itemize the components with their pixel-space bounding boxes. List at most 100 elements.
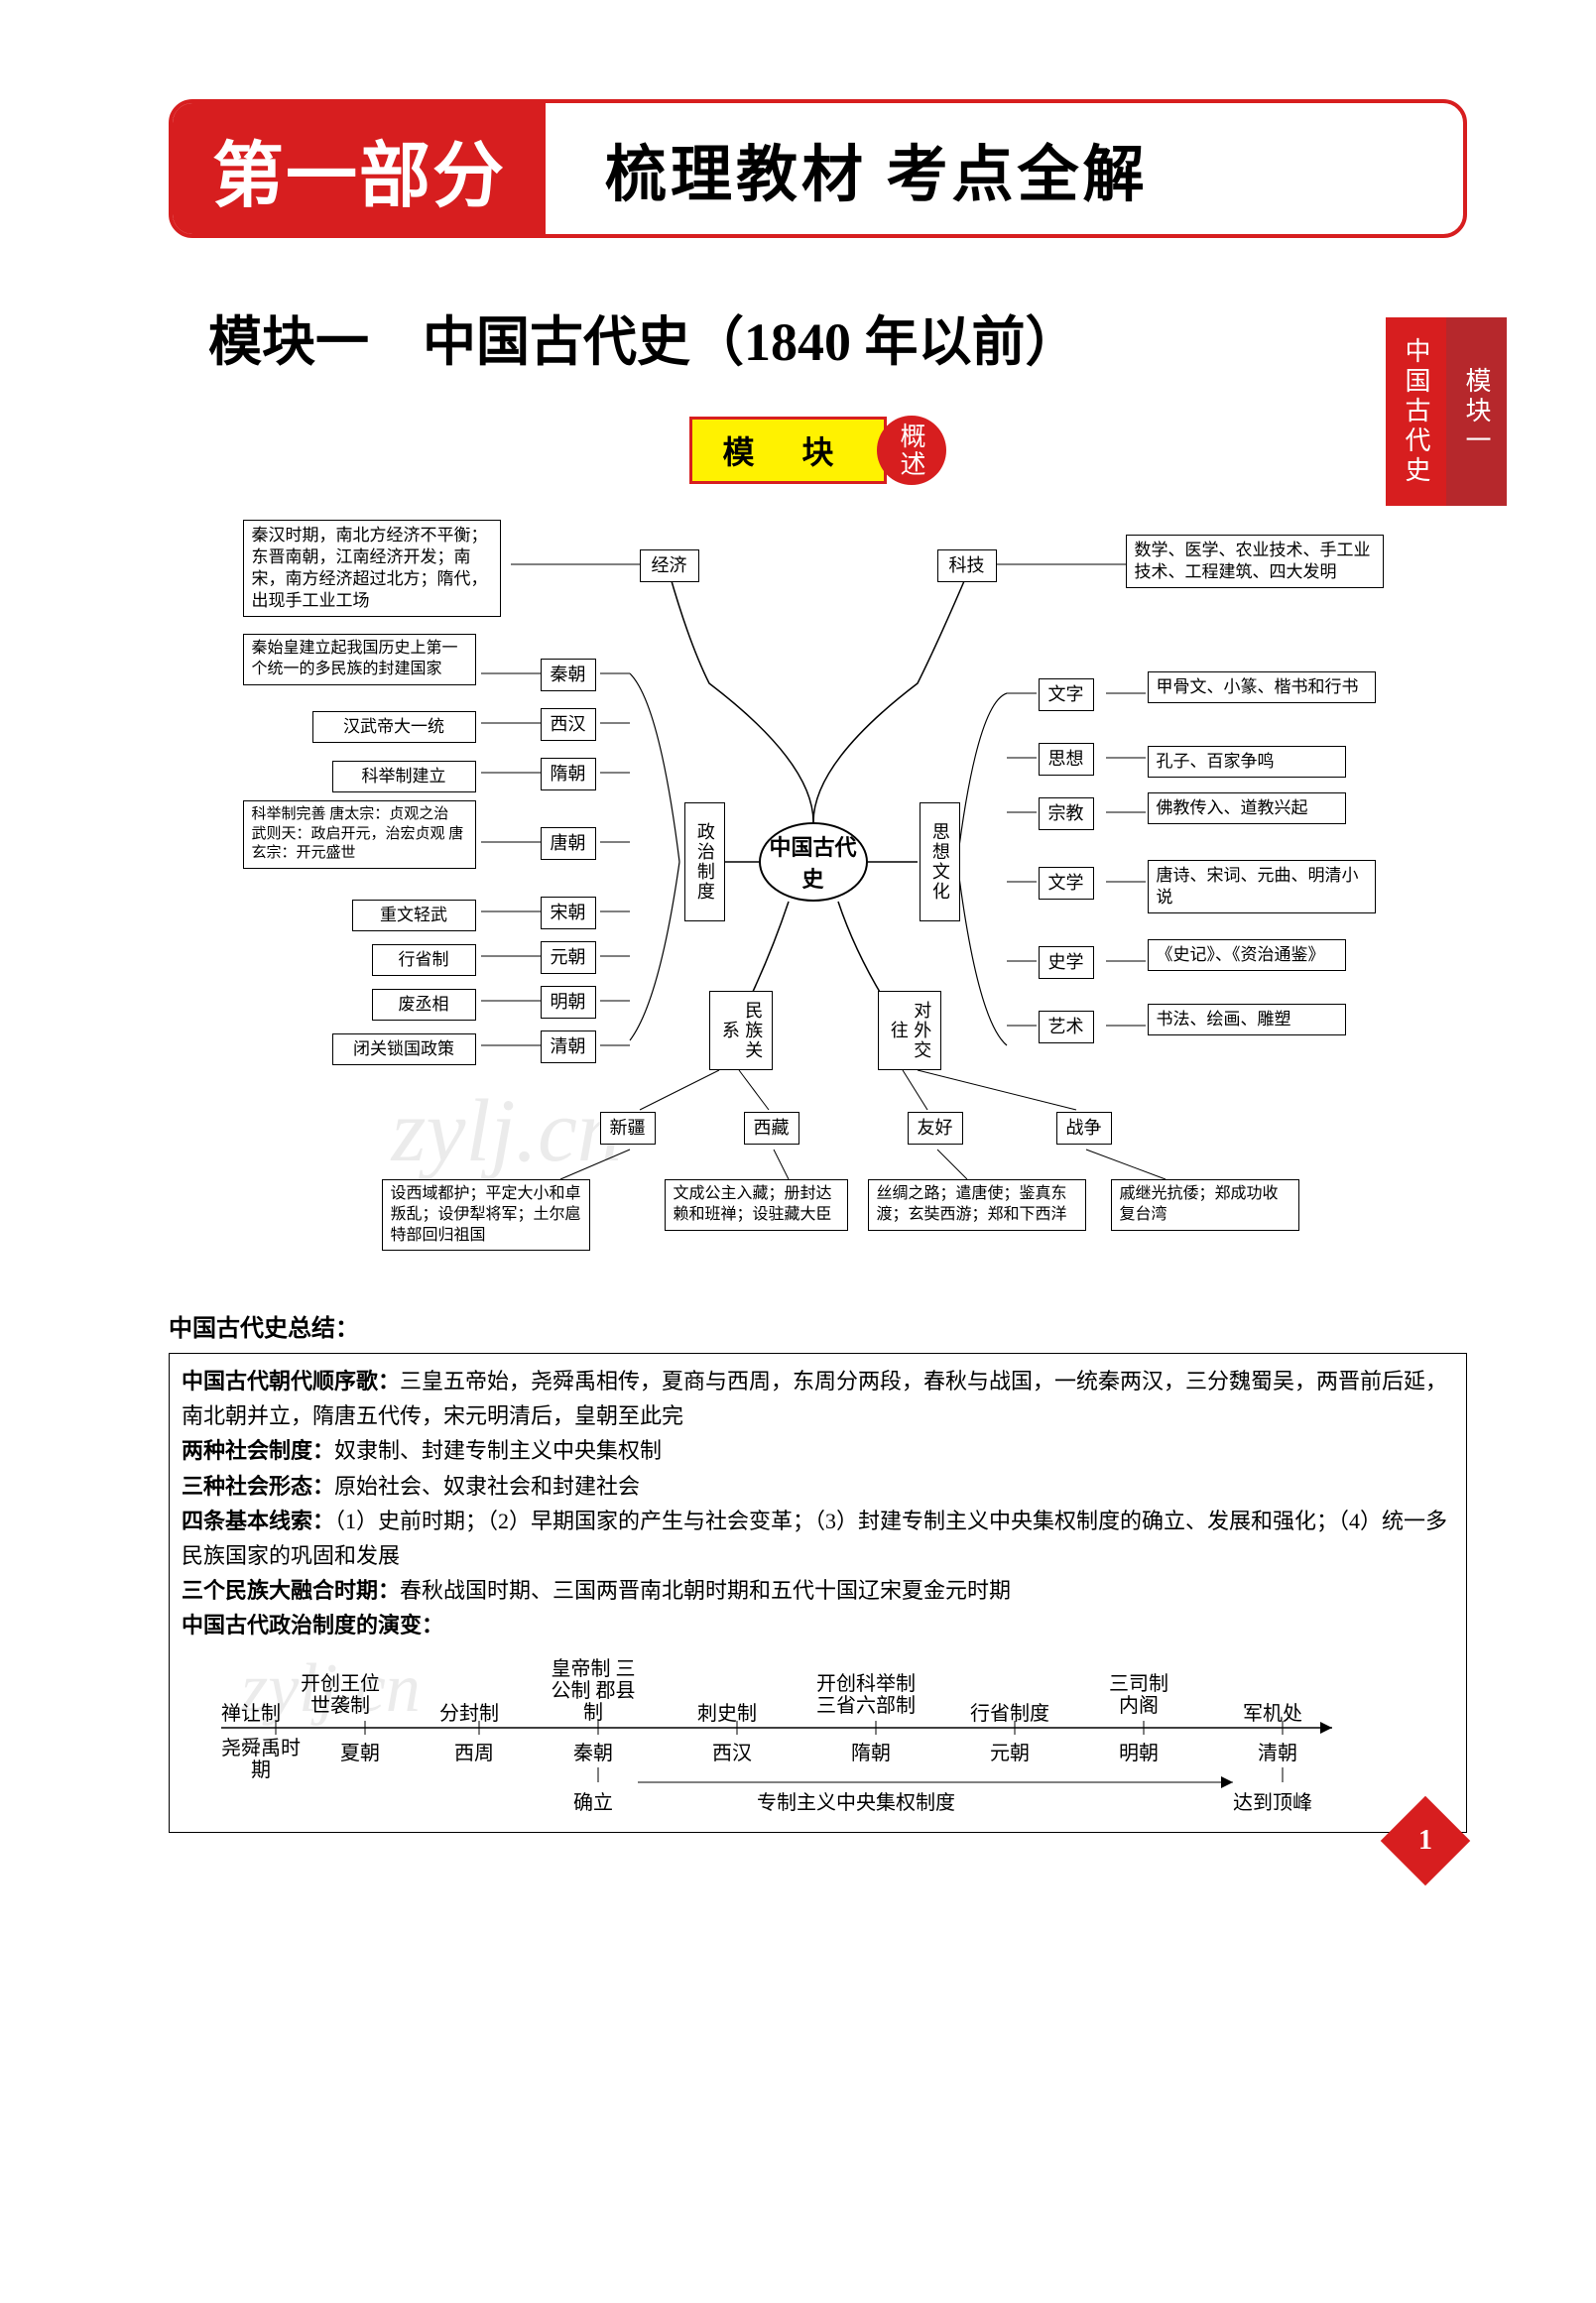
mm-culd-1: 孔子、百家争鸣 [1148, 746, 1346, 778]
mm-politics: 政治制度 [684, 802, 725, 921]
mm-war: 战争 [1056, 1112, 1112, 1145]
summary-label-2: 三种社会形态： [182, 1474, 334, 1499]
summary-text-2: 原始社会、奴隶社会和封建社会 [334, 1474, 640, 1499]
page-number: 1 [1418, 1825, 1432, 1857]
mm-ev-3: 科举制完善 唐太宗：贞观之治 武则天：政启开元，治宏贞观 唐玄宗：开元盛世 [243, 800, 476, 869]
summary-text-4: 春秋战国时期、三国两晋南北朝时期和五代十国辽宋夏金元时期 [400, 1578, 1011, 1603]
mm-ev-1: 汉武帝大一统 [312, 711, 476, 743]
mm-dyn-2: 隋朝 [541, 758, 596, 790]
tl-bot-5: 隋朝 [851, 1738, 891, 1769]
summary-item-0: 中国古代朝代顺序歌：三皇五帝始，尧舜禹相传，夏商与西周，东周分两段，春秋与战国，… [182, 1364, 1454, 1433]
tl-top-3: 皇帝制 三公制 郡县制 [549, 1658, 638, 1724]
mm-dyn-0: 秦朝 [541, 659, 596, 691]
mm-cul-2: 宗教 [1039, 797, 1094, 830]
summary-label-4: 三个民族大融合时期： [182, 1578, 400, 1603]
tl-bot-8: 清朝 [1258, 1738, 1297, 1769]
summary-label-5: 中国古代政治制度的演变： [182, 1613, 443, 1637]
tl-ann-0: 确立 [573, 1787, 613, 1819]
tl-bot-4: 西汉 [712, 1738, 752, 1769]
page: 第一部分 梳理教材 考点全解 模块一 中国古代史 模块一 中国古代史（1840 … [0, 0, 1596, 1912]
tl-ann-2: 达到顶峰 [1233, 1787, 1312, 1819]
side-tab-top: 模块一 [1446, 317, 1507, 506]
mm-tech: 科技 [937, 549, 997, 582]
tl-bot-7: 明朝 [1119, 1738, 1159, 1769]
tl-top-1: 开创王位世袭制 [301, 1673, 380, 1717]
footer-page: 1 [1394, 1809, 1457, 1873]
summary-label-0: 中国古代朝代顺序歌： [182, 1369, 400, 1394]
tl-top-6: 行省制度 [970, 1698, 1049, 1730]
mm-dyn-4: 宋朝 [541, 897, 596, 929]
tl-bot-2: 西周 [454, 1738, 494, 1769]
section-label-text: 模 块 [689, 417, 886, 484]
mm-dyn-6: 明朝 [541, 986, 596, 1019]
side-tab-bottom: 中国古代史 [1386, 317, 1446, 506]
header-title: 梳理教材 考点全解 [546, 124, 1149, 213]
summary-item-2: 三种社会形态：原始社会、奴隶社会和封建社会 [182, 1469, 1454, 1504]
side-tab: 模块一 中国古代史 [1451, 317, 1507, 506]
header-part: 第一部分 [173, 103, 546, 234]
mm-ev-7: 闭关锁国政策 [332, 1033, 476, 1065]
mm-foreign: 对外交往 [878, 991, 942, 1070]
mm-cul-1: 思想 [1039, 743, 1094, 776]
summary-item-3: 四条基本线索：（1）史前时期；（2）早期国家的产生与社会变革；（3）封建专制主义… [182, 1504, 1454, 1573]
mindmap-center: 中国古代史 [759, 822, 868, 902]
section-label: 模 块 概述 [689, 416, 945, 485]
summary-item-1: 两种社会制度：奴隶制、封建专制主义中央集权制 [182, 1433, 1454, 1468]
mm-war-detail: 戚继光抗倭；郑成功收复台湾 [1111, 1179, 1299, 1231]
mm-ev-6: 废丞相 [372, 989, 476, 1021]
mm-ev-0: 秦始皇建立起我国历史上第一个统一的多民族的封建国家 [243, 634, 476, 685]
mm-cul-0: 文字 [1039, 678, 1094, 711]
mm-dyn-1: 西汉 [541, 708, 596, 741]
footer-diamond: 1 [1381, 1795, 1471, 1885]
mm-culd-3: 唐诗、宋词、元曲、明清小说 [1148, 860, 1376, 913]
tl-bot-3: 秦朝 [573, 1738, 613, 1769]
tl-ann-1: 专制主义中央集权制度 [757, 1787, 955, 1819]
tl-bot-6: 元朝 [990, 1738, 1030, 1769]
mm-xizang-detail: 文成公主入藏；册封达赖和班禅；设驻藏大臣 [665, 1179, 848, 1231]
mm-culture: 思想文化 [920, 802, 960, 921]
mm-culd-5: 书法、绘画、雕塑 [1148, 1004, 1346, 1035]
tl-top-5: 开创科举制 三省六部制 [806, 1673, 925, 1717]
summary-item-4: 三个民族大融合时期：春秋战国时期、三国两晋南北朝时期和五代十国辽宋夏金元时期 [182, 1573, 1454, 1608]
mm-friendly: 友好 [908, 1112, 963, 1145]
header-bar: 第一部分 梳理教材 考点全解 [169, 99, 1467, 238]
mm-ev-4: 重文轻武 [352, 900, 476, 931]
section-label-circle: 概述 [877, 416, 946, 485]
tl-top-4: 刺史制 [697, 1698, 757, 1730]
mm-dyn-5: 元朝 [541, 941, 596, 974]
mm-tech-detail: 数学、医学、农业技术、手工业技术、工程建筑、四大发明 [1126, 535, 1384, 588]
mm-economy-detail: 秦汉时期，南北方经济不平衡；东晋南朝，江南经济开发；南宋，南方经济超过北方；隋代… [243, 520, 501, 617]
section-label-wrap: 模 块 概述 [169, 416, 1467, 485]
watermark: zylj.cn [392, 1080, 622, 1182]
mm-culd-4: 《史记》、《资治通鉴》 [1148, 939, 1346, 971]
summary-box: 中国古代朝代顺序歌：三皇五帝始，尧舜禹相传，夏商与西周，东周分两段，春秋与战国，… [169, 1353, 1467, 1833]
mm-friendly-detail: 丝绸之路；遣唐使；鉴真东渡；玄奘西游；郑和下西洋 [868, 1179, 1086, 1231]
mm-ethnic: 民族关系 [709, 991, 774, 1070]
summary-label-3: 四条基本线索： [182, 1509, 334, 1533]
summary-text-1: 奴隶制、封建专制主义中央集权制 [334, 1438, 662, 1463]
tl-top-2: 分封制 [439, 1698, 499, 1730]
mm-xinjiang-detail: 设西域都护；平定大小和卓叛乱；设伊犁将军；土尔扈特部回归祖国 [382, 1179, 590, 1251]
mm-cul-3: 文学 [1039, 867, 1094, 900]
mindmap: zylj.cn [213, 505, 1423, 1278]
timeline: zylj.cn 禅让制 开创王位世袭制 [182, 1653, 1372, 1822]
tl-top-0: 禅让制 [221, 1698, 281, 1730]
module-title: 模块一 中国古代史（1840 年以前） [169, 298, 1467, 376]
mm-ev-5: 行省制 [372, 944, 476, 976]
mm-economy: 经济 [640, 549, 699, 582]
mm-culd-2: 佛教传入、道教兴起 [1148, 792, 1346, 824]
mm-xinjiang: 新疆 [600, 1112, 656, 1145]
mm-cul-5: 艺术 [1039, 1011, 1094, 1043]
tl-top-8: 军机处 [1243, 1698, 1302, 1730]
mm-ev-2: 科举制建立 [332, 761, 476, 792]
summary-text-3: （1）史前时期；（2）早期国家的产生与社会变革；（3）封建专制主义中央集权制度的… [182, 1509, 1447, 1568]
summary-label-1: 两种社会制度： [182, 1438, 334, 1463]
mm-xizang: 西藏 [744, 1112, 799, 1145]
summary-title: 中国古代史总结： [169, 1308, 1467, 1343]
summary-item-5: 中国古代政治制度的演变： [182, 1608, 1454, 1642]
mm-dyn-3: 唐朝 [541, 827, 596, 860]
mm-culd-0: 甲骨文、小篆、楷书和行书 [1148, 671, 1376, 703]
mm-dyn-7: 清朝 [541, 1030, 596, 1063]
tl-bot-1: 夏朝 [340, 1738, 380, 1769]
tl-top-7: 三司制 内阁 [1099, 1673, 1178, 1717]
